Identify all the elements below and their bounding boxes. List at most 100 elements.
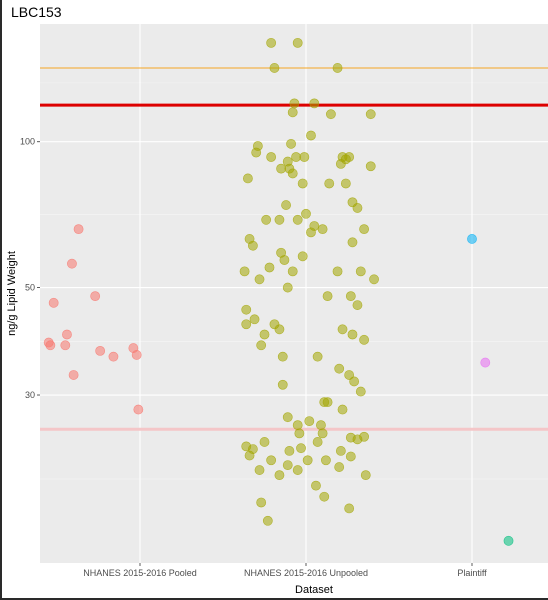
data-point [239, 266, 250, 277]
data-point [344, 370, 355, 380]
data-point [277, 351, 288, 362]
data-point [317, 428, 328, 439]
data-point [90, 291, 101, 302]
data-point [299, 152, 310, 162]
x-tick-label: NHANES 2015-2016 Pooled [83, 568, 197, 578]
data-point [334, 462, 345, 472]
data-point [256, 497, 267, 508]
data-point [282, 282, 293, 293]
data-point [261, 214, 272, 225]
data-point [249, 314, 260, 325]
data-point [274, 470, 285, 481]
data-point [311, 480, 321, 491]
data-point [322, 291, 333, 302]
data-point [251, 147, 262, 158]
data-point [286, 138, 296, 149]
data-point [344, 503, 355, 514]
data-point [291, 152, 301, 162]
data-point [242, 173, 253, 184]
data-point [335, 158, 346, 169]
data-point [45, 340, 56, 351]
data-point [281, 200, 291, 210]
data-point [319, 491, 330, 502]
data-point [266, 152, 277, 162]
data-point [335, 446, 346, 456]
data-point [503, 535, 514, 546]
data-point [256, 340, 267, 351]
data-point [289, 98, 300, 109]
data-point [133, 404, 144, 415]
data-point [316, 420, 326, 431]
data-point [241, 304, 252, 315]
data-point [60, 340, 71, 351]
data-point [287, 266, 298, 277]
data-point [282, 412, 293, 423]
data-point [284, 446, 295, 456]
y-axis-title: ng/g Lipid Weight [6, 251, 18, 336]
x-tick-label: NHANES 2015-2016 Unpooled [244, 568, 368, 578]
data-point [304, 416, 315, 427]
data-point [347, 329, 358, 340]
data-point [322, 397, 333, 408]
data-point [369, 274, 379, 285]
data-point [365, 109, 376, 120]
data-point [254, 274, 265, 285]
data-point [254, 465, 265, 475]
data-point [340, 178, 351, 189]
data-point [277, 379, 288, 390]
data-point [269, 63, 280, 73]
y-tick-label: 30 [25, 390, 35, 400]
data-point [467, 234, 477, 244]
data-point [312, 351, 323, 362]
data-point [334, 363, 345, 374]
data-point [309, 98, 320, 109]
data-point [321, 455, 331, 466]
data-point [108, 351, 119, 362]
data-point [241, 319, 252, 330]
data-point [359, 224, 369, 235]
data-point [352, 203, 363, 213]
data-point [301, 208, 311, 219]
data-point [287, 168, 298, 179]
data-point [332, 63, 343, 73]
data-point [294, 428, 305, 439]
data-point [292, 420, 303, 431]
data-point [262, 515, 273, 526]
data-point [312, 437, 323, 447]
data-point [337, 324, 348, 335]
data-point [274, 214, 285, 225]
data-point [360, 470, 371, 481]
data-point [279, 255, 290, 265]
data-point [352, 300, 363, 310]
data-point [337, 404, 348, 415]
data-point [264, 262, 275, 273]
data-point [365, 161, 376, 172]
x-tick-label: Plaintiff [457, 568, 487, 578]
data-point [48, 297, 59, 308]
data-point [349, 376, 360, 387]
data-point [276, 163, 286, 174]
data-point [480, 357, 491, 368]
data-point [266, 455, 277, 466]
data-point [297, 251, 308, 262]
x-axis-title: Dataset [295, 584, 333, 596]
data-point [302, 455, 313, 466]
data-point [292, 214, 303, 225]
data-point [287, 107, 298, 118]
data-point [266, 37, 277, 48]
data-point [259, 437, 270, 447]
data-point [324, 178, 335, 189]
data-point [292, 465, 303, 475]
data-point [297, 178, 308, 189]
data-points [43, 37, 514, 546]
data-point [131, 350, 142, 360]
data-point [317, 224, 328, 235]
data-point [345, 291, 356, 302]
data-point [347, 237, 358, 248]
data-point [68, 370, 79, 380]
y-tick-label: 100 [20, 137, 35, 147]
data-point [247, 240, 258, 251]
data-point [62, 329, 72, 340]
data-point [282, 460, 293, 470]
